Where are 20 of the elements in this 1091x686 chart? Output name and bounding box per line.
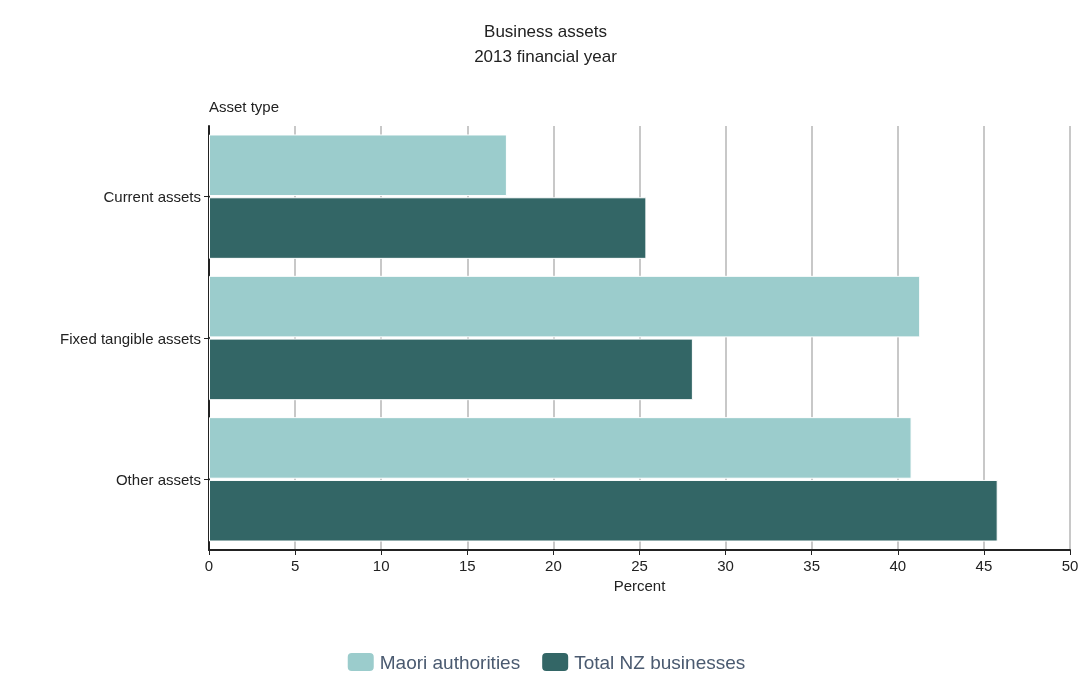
x-tick-label: 15 xyxy=(458,557,476,574)
x-axis-title: Percent xyxy=(613,577,667,594)
x-tick-label: 30 xyxy=(717,557,734,574)
legend-label: Total NZ businesses xyxy=(574,651,746,673)
x-tick-label: 45 xyxy=(975,557,993,574)
y-tick-label: Other assets xyxy=(115,470,201,488)
y-axis-title: Asset type xyxy=(209,98,280,115)
x-tick-label: 40 xyxy=(889,557,907,574)
x-tick-label: 35 xyxy=(803,557,821,574)
legend-label: Maori authorities xyxy=(379,651,521,673)
x-tick-label: 0 xyxy=(204,557,214,574)
x-tick-label: 50 xyxy=(1061,557,1079,574)
chart-subtitle: 2013 financial year xyxy=(474,47,618,66)
y-tick-label: Current assets xyxy=(103,188,201,206)
chart-title: Business assets xyxy=(484,22,607,41)
x-tick-label: 5 xyxy=(290,557,300,574)
y-tick-label: Fixed tangible assets xyxy=(60,329,201,347)
x-tick-label: 25 xyxy=(631,557,648,574)
x-tick-label: 10 xyxy=(372,557,390,574)
x-tick-label: 20 xyxy=(545,557,562,574)
